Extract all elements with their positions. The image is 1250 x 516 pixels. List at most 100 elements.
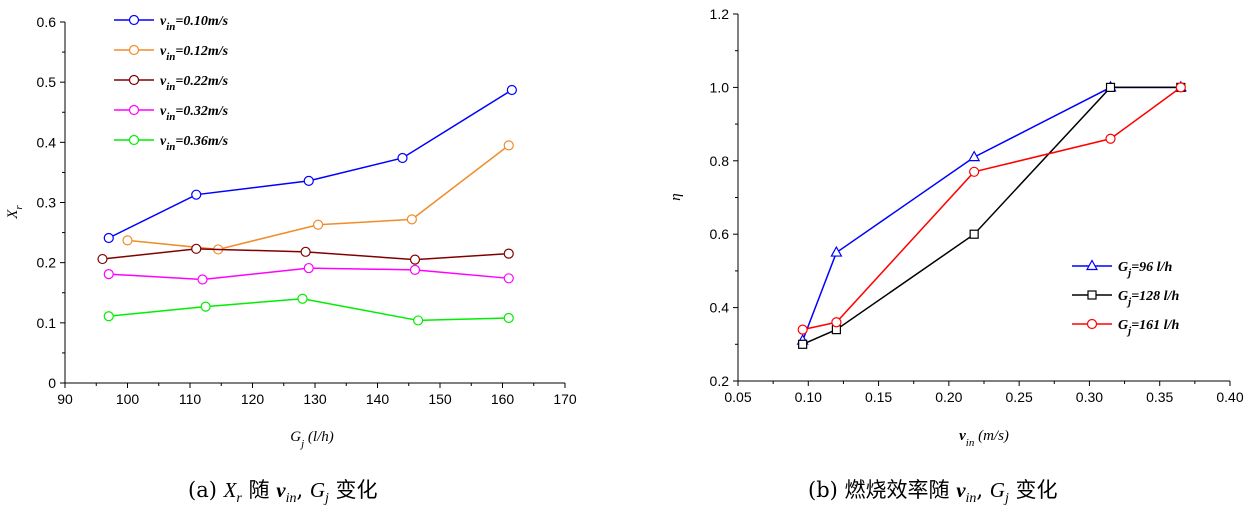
x-axis-label: Gj (l/h) [290,429,333,450]
series-1 [798,82,1186,349]
data-point [122,235,133,246]
x-tick-label: 160 [491,391,515,407]
x-tick-label: 0.05 [724,389,751,405]
data-point [103,232,114,244]
x-tick-label: 90 [57,391,73,407]
data-point [406,214,417,225]
data-point [969,166,980,177]
data-point [197,274,208,285]
data-point [409,264,421,275]
legend-label: vin=0.10m/s [160,14,229,33]
series-1 [122,140,514,255]
data-point [797,324,808,335]
legend-label: Gj=96 l/h [1118,260,1172,279]
legend-marker [1086,318,1098,330]
legend-marker [1087,290,1097,300]
data-point [303,262,314,274]
x-tick-label: 0.35 [1146,389,1173,405]
caption-a: (a) Xr 随 vin, Gj 变化 [188,478,378,507]
series-4 [103,293,514,326]
data-point [413,315,424,326]
y-tick-label: 0.6 [37,14,57,30]
data-point [191,189,202,200]
x-tick-label: 170 [553,391,577,407]
y-tick-label: 0.2 [37,255,57,271]
data-point [303,175,314,186]
x-tick-label: 0.15 [865,389,892,405]
legend-marker [128,14,140,26]
data-point [397,152,408,164]
data-point [1105,82,1116,93]
x-tick-label: 130 [303,391,327,407]
legend-label: vin=0.32m/s [160,104,229,123]
legend-label: vin=0.36m/s [160,134,229,153]
legend-marker [1085,259,1099,271]
data-point [297,293,308,304]
x-tick-label: 100 [116,391,140,407]
data-point [968,150,981,162]
x-tick-label: 120 [241,391,265,407]
legend-marker [128,134,140,146]
legend-marker [128,44,140,56]
legend: Gj=96 l/h Gj=128 l/h Gj=161 l/h [1072,259,1179,337]
legend-item: vin=0.10m/s [114,14,229,33]
legend-label: vin=0.12m/s [160,44,229,63]
legend-label: vin=0.22m/s [160,74,229,93]
y-tick-label: 0.4 [710,300,730,316]
legend-label: Gj=128 l/h [1118,289,1179,308]
data-point [200,301,211,312]
data-point [798,339,808,349]
legend-label: Gj=161 l/h [1118,318,1179,337]
series-3 [103,262,514,285]
series-2 [97,243,514,265]
data-point [300,246,311,257]
y-tick-label: 0 [48,375,56,391]
legend: vin=0.10m/s vin=0.12m/s vin=0.22m/s vin=0.3… [114,14,229,153]
legend-marker [128,74,140,86]
x-tick-label: 150 [428,391,452,407]
caption-b: (b) 燃烧效率随 vin, Gj 变化 [808,478,1058,507]
data-point [503,312,514,324]
data-point [969,229,979,239]
x-tick-label: 0.30 [1076,389,1103,405]
data-point [103,311,114,322]
y-tick-label: 0.1 [37,315,57,331]
x-tick-label: 0.40 [1216,389,1243,405]
y-tick-label: 0.5 [37,74,57,90]
y-tick-label: 0.3 [37,195,57,211]
x-tick-label: 0.25 [1006,389,1033,405]
data-point [503,140,514,151]
x-tick-label: 140 [366,391,390,407]
y-axis-label: η [668,193,684,200]
data-point [503,248,514,259]
legend-item: Gj=128 l/h [1072,289,1179,308]
data-point [506,84,517,96]
data-point [409,254,421,265]
data-point [313,219,324,230]
y-tick-label: 0.8 [710,153,730,169]
x-axis-label: vin (m/s) [959,428,1009,449]
data-point [97,253,108,265]
data-point [831,317,842,328]
data-point [103,268,114,280]
x-tick-label: 0.20 [935,389,962,405]
y-tick-label: 0.6 [710,226,730,242]
y-tick-label: 0.4 [37,134,57,150]
series-0 [103,84,517,244]
legend-item: Gj=96 l/h [1072,259,1172,279]
legend-item: vin=0.32m/s [114,104,229,123]
series-2 [797,82,1186,335]
y-tick-label: 0.2 [710,373,730,389]
x-tick-label: 110 [179,391,202,407]
legend-item: vin=0.36m/s [114,134,229,153]
y-axis-label: Xr [5,205,25,220]
data-point [1175,82,1186,93]
legend-marker [128,104,140,116]
data-point [830,245,843,257]
data-point [503,273,514,284]
data-point [1105,133,1116,144]
y-tick-label: 1.0 [710,79,730,95]
legend-item: Gj=161 l/h [1072,318,1179,337]
